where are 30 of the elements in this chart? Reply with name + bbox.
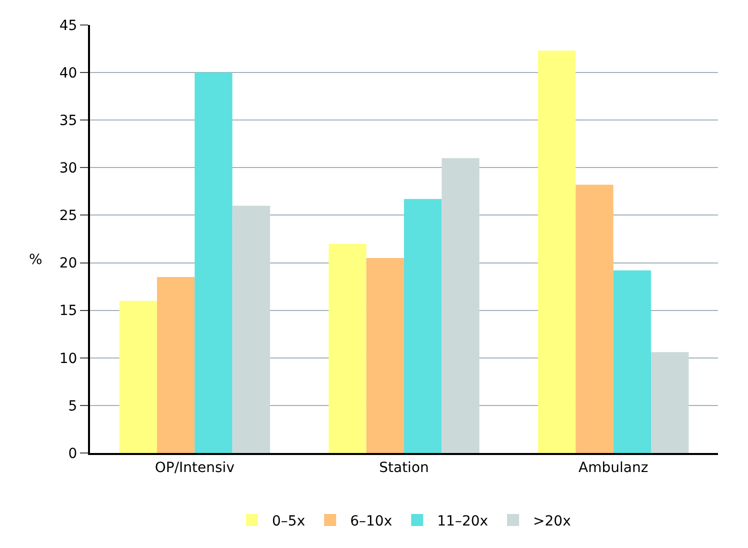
y-tick-label: 40 (59, 65, 78, 82)
bar (194, 72, 232, 453)
legend-label: 6–10x (350, 513, 392, 530)
legend-label: >20x (533, 513, 571, 530)
bar (651, 352, 689, 453)
bar (366, 258, 404, 453)
bar (576, 184, 614, 453)
legend-label: 11–20x (437, 513, 488, 530)
y-tick-label: 30 (59, 160, 78, 177)
bar (119, 300, 157, 453)
bar (328, 244, 366, 453)
x-tick-label: Station (379, 460, 429, 476)
x-tick-label: OP/Intensiv (154, 460, 234, 476)
bar (404, 199, 442, 453)
bar (156, 277, 195, 453)
bar (613, 270, 652, 453)
bar (232, 206, 270, 453)
x-tick-label: Ambulanz (578, 460, 648, 476)
y-tick-label: 25 (59, 208, 78, 224)
y-tick-label: 45 (59, 18, 78, 34)
y-tick-label: 0 (68, 446, 78, 462)
y-tick-label: 15 (59, 303, 78, 320)
bar (538, 50, 576, 453)
bar (442, 158, 480, 453)
y-tick-label: 35 (59, 113, 78, 130)
legend-label: 0–5x (272, 513, 306, 530)
y-axis-title: % (29, 252, 42, 268)
y-tick-label: 20 (59, 256, 78, 272)
y-tick-label: 10 (59, 350, 78, 367)
y-tick-label: 5 (68, 398, 78, 414)
